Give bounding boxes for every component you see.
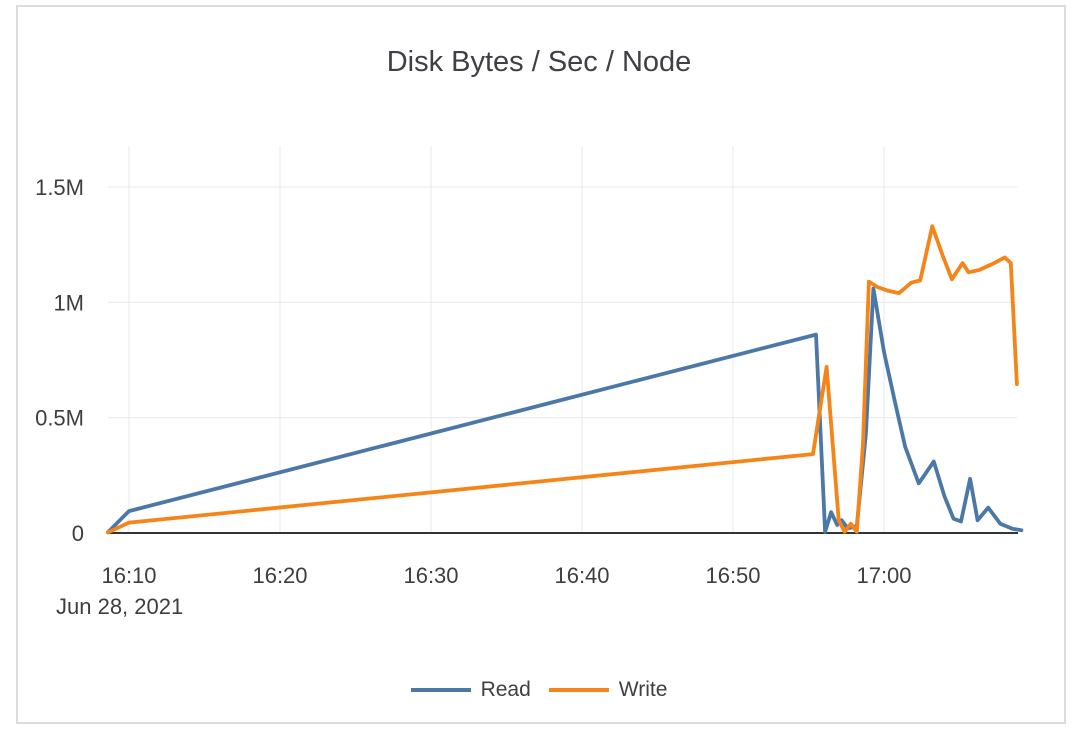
x-tick-label: 17:00 [856,563,911,588]
chart-title: Disk Bytes / Sec / Node [386,46,692,78]
y-tick-label: 0 [72,521,84,546]
chart-legend: Read Write [0,678,1078,702]
write-series-line [106,224,1019,535]
y-tick-label: 1M [53,290,84,315]
y-tick-label: 1.5M [35,175,84,200]
write-series-swatch [548,688,609,692]
x-tick-label: 16:30 [403,563,458,588]
y-tick-label: 0.5M [35,406,84,431]
x-tick-label: 16:40 [554,563,609,588]
x-tick-label: 16:10 [101,563,156,588]
x-tick-label: 16:50 [705,563,760,588]
chart-panel [16,5,1066,724]
x-axis-date-label: Jun 28, 2021 [56,594,184,619]
x-tick-label: 16:20 [252,563,307,588]
read-series-swatch [410,688,471,692]
read-series-line [106,286,1024,535]
legend-item-read: Read [410,678,531,702]
write-series-label: Write [618,678,668,701]
legend-item-write: Write [548,678,668,702]
read-series-label: Read [480,678,531,701]
